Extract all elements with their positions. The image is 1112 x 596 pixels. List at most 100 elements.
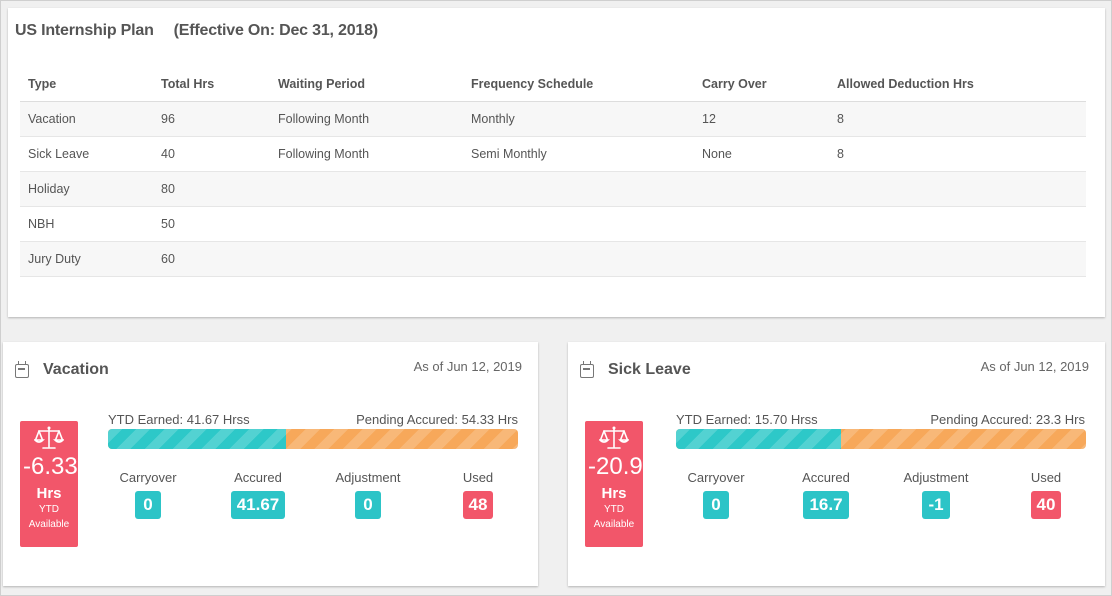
vacation-card: Vacation As of Jun 12, 2019 -6.33 Hrs YT… [3,342,538,586]
stat-value: 0 [355,491,381,519]
stat-label: Carryover [119,470,177,485]
accrual-progress-bar [108,429,518,449]
cell-waiting-period [270,206,463,242]
pending-accrued-text: Pending Accured: 54.33 Hrs [356,412,518,427]
cell-frequency-schedule: Semi Monthly [463,136,694,172]
cell-type: NBH [20,206,153,242]
table-row: Holiday 80 [20,171,1086,207]
stat-label: Used [1030,470,1062,485]
plan-table: Type Total Hrs Waiting Period Frequency … [20,67,1086,277]
cell-carry-over: 12 [694,101,829,137]
stat-accrued: Accured 41.67 [213,470,303,519]
stat-value: 0 [703,491,729,519]
balance-scale-icon [599,426,629,449]
stat-used: Used 48 [433,470,523,519]
stat-adjustment: Adjustment -1 [891,470,981,519]
cell-carry-over [694,171,829,207]
card-title: Sick Leave [608,361,691,378]
available-unit: Hrs [36,485,62,502]
available-unit: Hrs [601,485,627,502]
cell-allowed-deduction [829,241,1086,277]
ytd-earned-text: YTD Earned: 41.67 Hrss [108,412,250,427]
col-header-frequency-schedule: Frequency Schedule [463,67,694,102]
cell-carry-over: None [694,136,829,172]
earned-progress-fill [676,429,842,449]
stat-adjustment: Adjustment 0 [323,470,413,519]
table-header-row: Type Total Hrs Waiting Period Frequency … [20,67,1086,102]
stat-value: 0 [135,491,161,519]
stat-value: -1 [922,491,950,519]
stat-carryover: Carryover 0 [671,470,761,519]
plan-name: US Internship Plan [15,22,154,39]
table-row: Jury Duty 60 [20,241,1086,277]
available-value: -20.9 [588,453,643,480]
table-row: Vacation 96 Following Month Monthly 12 8 [20,101,1086,137]
cell-frequency-schedule [463,206,694,242]
cell-carry-over [694,241,829,277]
table-row: NBH 50 [20,206,1086,242]
cell-allowed-deduction [829,206,1086,242]
available-label: Available [593,519,635,530]
accrual-progress-bar [676,429,1086,449]
ytd-earned-text: YTD Earned: 15.70 Hrss [676,412,818,427]
cell-total-hrs: 96 [153,101,270,137]
stat-value: 16.7 [803,491,849,519]
earned-progress-fill [108,429,286,449]
cell-type: Vacation [20,101,153,137]
stat-carryover: Carryover 0 [103,470,193,519]
stat-label: Accured [802,470,850,485]
cell-waiting-period: Following Month [270,101,463,137]
available-badge: -20.9 Hrs YTD Available [585,421,643,547]
stat-label: Adjustment [335,470,401,485]
col-header-total-hrs: Total Hrs [153,67,270,102]
stat-label: Carryover [687,470,745,485]
available-badge: -6.33 Hrs YTD Available [20,421,78,547]
cell-type: Sick Leave [20,136,153,172]
col-header-allowed-deduction: Allowed Deduction Hrs [829,67,1086,102]
cell-waiting-period: Following Month [270,136,463,172]
stat-value: 41.67 [230,491,286,519]
stat-value: 48 [462,491,494,519]
available-value: -6.33 [23,453,78,480]
calendar-icon [15,361,29,378]
cell-allowed-deduction [829,171,1086,207]
sick-leave-card: Sick Leave As of Jun 12, 2019 -20.9 Hrs … [568,342,1105,586]
stat-accrued: Accured 16.7 [781,470,871,519]
stat-used: Used 40 [1001,470,1091,519]
cell-carry-over [694,206,829,242]
cell-type: Holiday [20,171,153,207]
stat-label: Accured [234,470,282,485]
cell-frequency-schedule: Monthly [463,101,694,137]
ytd-label: YTD [39,504,59,515]
table-row: Sick Leave 40 Following Month Semi Month… [20,136,1086,172]
cell-frequency-schedule [463,171,694,207]
cell-waiting-period [270,241,463,277]
cell-total-hrs: 40 [153,136,270,172]
cell-allowed-deduction: 8 [829,101,1086,137]
card-title: Vacation [43,361,109,378]
available-label: Available [28,519,70,530]
as-of-date: As of Jun 12, 2019 [413,359,522,374]
cell-total-hrs: 60 [153,241,270,277]
col-header-type: Type [20,67,153,102]
ytd-label: YTD [604,504,624,515]
cell-total-hrs: 50 [153,206,270,242]
page-title: US Internship Plan (Effective On: Dec 31,… [15,22,378,40]
stat-value: 40 [1030,491,1062,519]
col-header-carry-over: Carry Over [694,67,829,102]
cell-total-hrs: 80 [153,171,270,207]
plan-card: US Internship Plan (Effective On: Dec 31,… [8,8,1105,317]
pending-accrued-text: Pending Accured: 23.3 Hrs [930,412,1085,427]
as-of-date: As of Jun 12, 2019 [980,359,1089,374]
cell-waiting-period [270,171,463,207]
stat-label: Used [462,470,494,485]
plan-effective-date: (Effective On: Dec 31, 2018) [173,22,378,39]
cell-type: Jury Duty [20,241,153,277]
cell-frequency-schedule [463,241,694,277]
balance-scale-icon [34,426,64,449]
cell-allowed-deduction: 8 [829,136,1086,172]
calendar-icon [580,361,594,378]
col-header-waiting-period: Waiting Period [270,67,463,102]
stat-label: Adjustment [903,470,969,485]
